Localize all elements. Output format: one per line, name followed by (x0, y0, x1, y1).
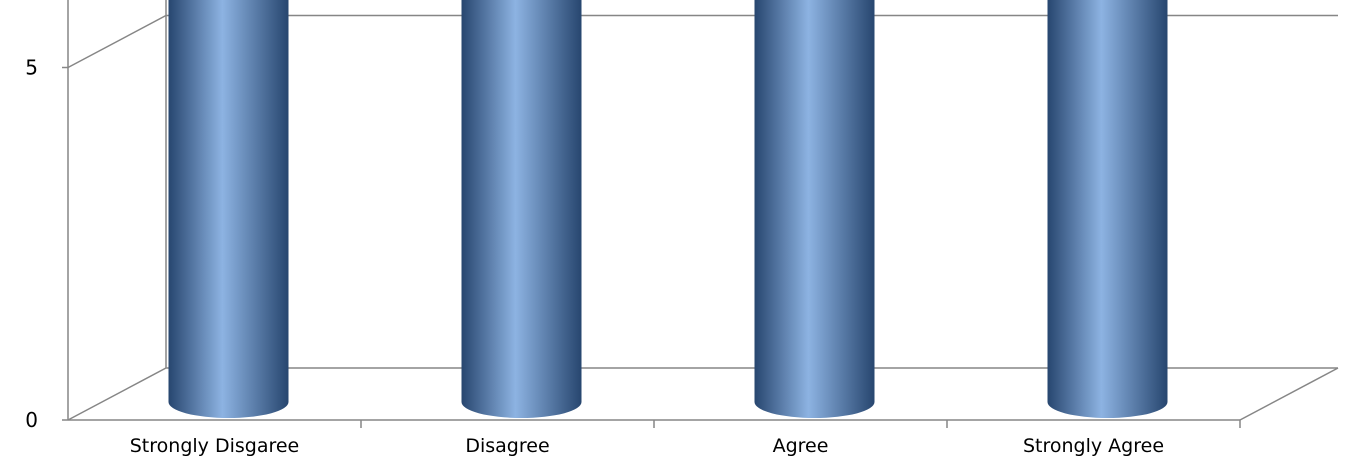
bars (168, 0, 1168, 418)
y-axis: 0510152025 (25, 56, 68, 432)
bar-body (168, 0, 289, 418)
x-tick-label: Strongly Agree (1023, 435, 1164, 457)
x-tick-label: Agree (773, 435, 829, 457)
bar (461, 0, 582, 418)
gridline (67, 14, 1338, 69)
bar-body (754, 0, 875, 418)
bar-body (1047, 0, 1168, 418)
y-tick-label: 0 (25, 408, 38, 432)
x-tick-label: Strongly Disgaree (130, 435, 299, 457)
bar (1047, 0, 1168, 418)
bar (754, 0, 875, 418)
gridline (67, 367, 1338, 421)
x-tick-label: Disagree (465, 435, 549, 457)
x-axis: Strongly Disgaree Disagree Agree Strongly A… (130, 420, 1241, 457)
bar-body (461, 0, 582, 418)
floor-right-edge (1239, 367, 1339, 421)
y-tick-label: 5 (25, 56, 38, 80)
bar (168, 0, 289, 418)
gridlines (67, 14, 1338, 421)
